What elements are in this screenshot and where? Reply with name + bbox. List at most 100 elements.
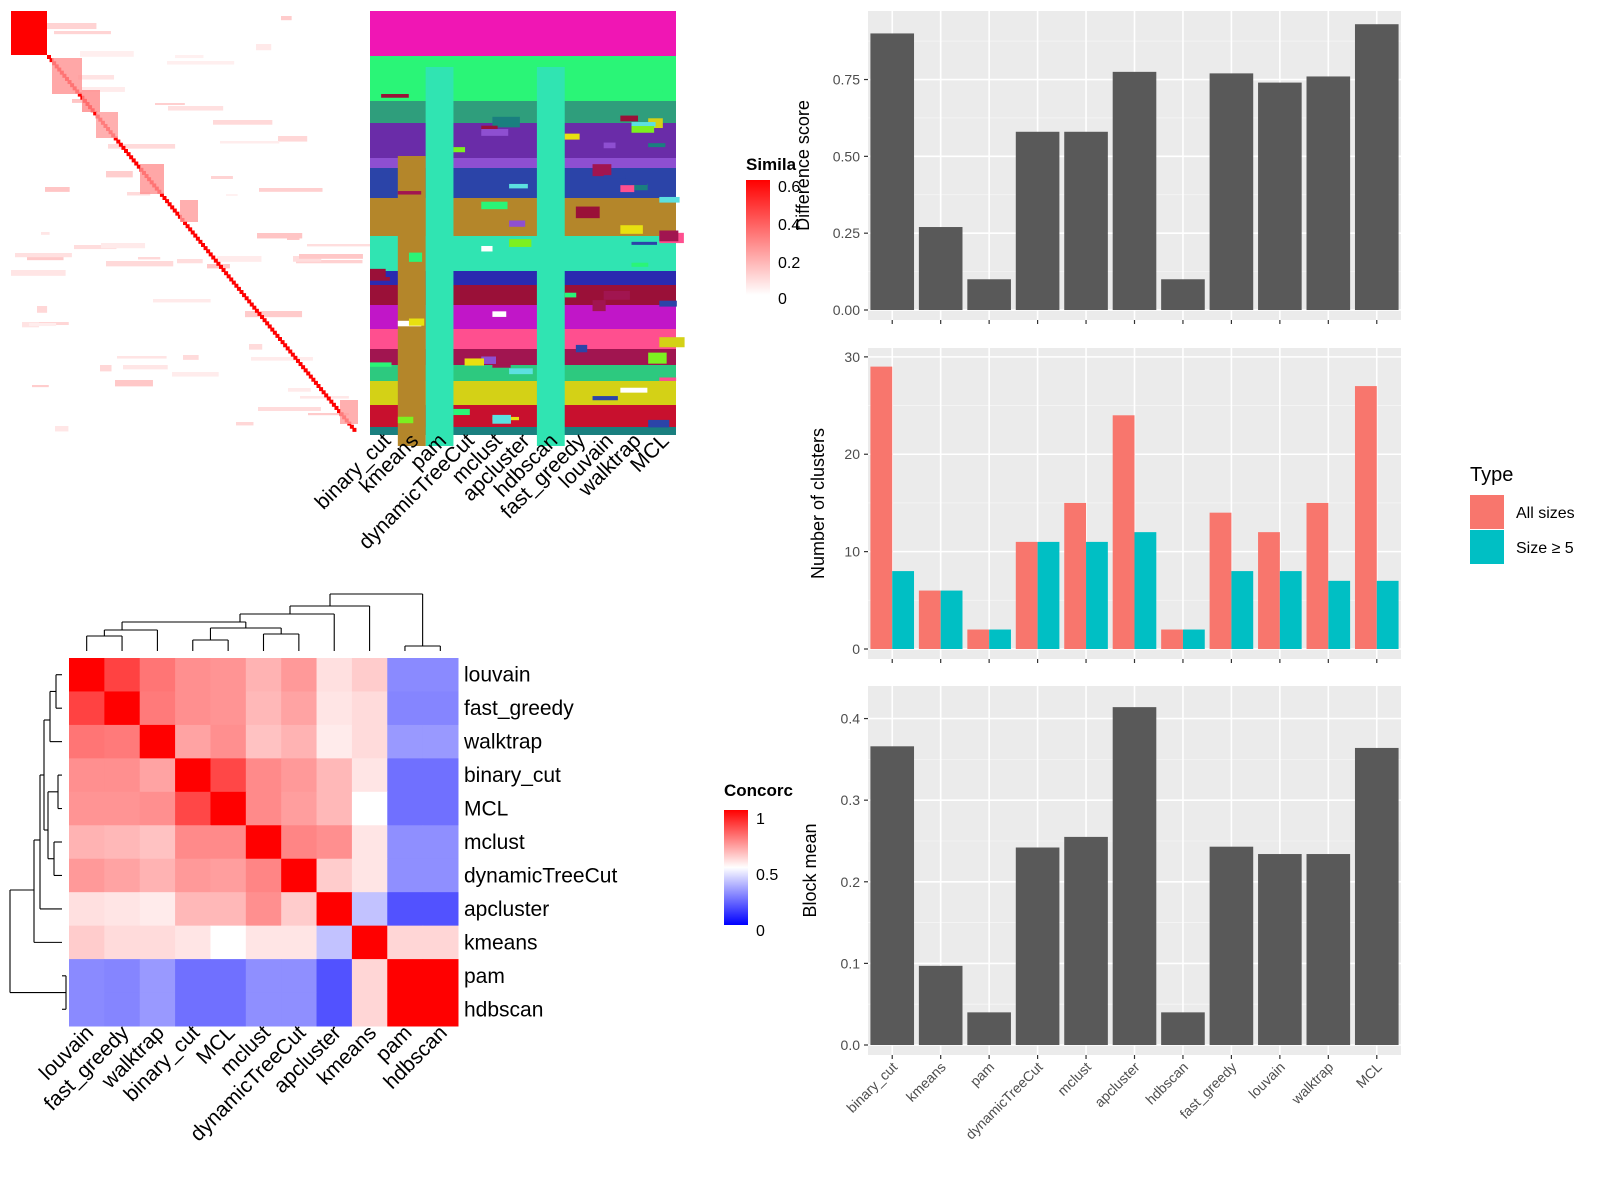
similarity-heatmap [11,11,374,432]
bar-all-sizes [918,590,941,649]
similarity-diagonal-cell [301,365,306,370]
bar-size-5 [1134,532,1157,649]
concordance-cell [69,892,105,927]
similarity-cell [299,254,363,259]
membership-cell [648,352,667,364]
similarity-cell [307,244,374,247]
concordance-cell [351,892,388,927]
similarity-tick-2: 0.2 [778,255,800,272]
similarity-diagonal-cell [116,139,121,144]
similarity-cell [155,103,185,106]
similarity-diagonal-cell [113,136,118,141]
concordance-cell [351,959,388,994]
concordance-cell [281,892,318,927]
concordance-cell [104,691,141,726]
similarity-diagonal-cell [252,305,257,310]
concordance-cell [69,758,105,793]
similarity-diagonal-cell [213,258,218,263]
similarity-diagonal-cell [239,290,244,294]
concordance-cell [210,858,247,893]
similarity-cell [80,51,134,57]
concordance-cell [422,691,459,726]
bar [1161,1012,1205,1045]
concordance-cell [351,925,388,960]
concordance-row-label: hdbscan [464,998,543,1021]
similarity-diagonal-cell [134,161,139,166]
membership-cell [659,300,677,307]
similarity-diagonal-cell [203,246,208,251]
bar-all-sizes [1306,502,1329,649]
similarity-cell [78,75,115,80]
similarity-cell [288,388,311,392]
similarity-cell [226,194,238,197]
concordance-cell [281,959,318,994]
similarity-diagonal-cell [129,155,134,160]
similarity-diagonal-cell [211,255,216,260]
similarity-diagonal-cell [275,333,280,338]
concordance-cell [245,758,282,793]
membership-cell [592,300,606,312]
concordance-cell [387,858,424,893]
concordance-cell [245,724,282,759]
similarity-diagonal-cell [306,371,311,376]
bar [1015,131,1060,310]
bar [1112,71,1157,310]
similarity-cell [249,344,263,350]
similarity-cell [100,365,112,372]
membership-cell [564,292,577,298]
membership-cell [564,133,580,140]
similarity-cell [29,323,57,327]
similarity-cell [183,355,199,360]
concordance-colorbar [724,810,748,925]
x-tick-label: pam [967,1059,998,1090]
membership-cell [592,164,612,177]
similarity-diagonal-cell [185,224,190,229]
similarity-legend-title: Simila [746,155,797,174]
y-tick-label: 0.75 [833,72,860,88]
concordance-cell [139,858,176,893]
concordance-cell [175,892,211,927]
concordance-cell [210,925,247,960]
concordance-cell [104,758,141,793]
concordance-cell [281,992,318,1027]
similarity-tick-0: 0.6 [778,179,800,196]
concordance-cell [245,925,282,960]
concordance-cell [175,959,211,994]
membership-cell [453,147,466,153]
similarity-diagonal-cell [319,387,324,392]
bar-size-5 [1376,580,1399,649]
bar-size-5 [1328,580,1351,649]
similarity-diagonal-cell [167,202,172,207]
similarity-cell [167,61,235,65]
similarity-diagonal-cell [331,402,336,407]
concordance-cell [69,825,105,860]
similarity-diagonal-cell [121,145,126,150]
type-legend-title: Type [1470,464,1513,486]
membership-cell [492,116,520,128]
similarity-diagonal-cell [329,399,334,404]
similarity-cell [211,176,233,179]
row-dendrogram [9,674,67,1010]
similarity-diagonal-cell [288,349,293,354]
similarity-block [82,90,100,112]
bar-all-sizes [1354,386,1377,649]
bar-size-5 [1279,571,1302,649]
similarity-cell [27,256,64,261]
bar-all-sizes [1064,502,1087,649]
similarity-diagonal-cell [124,149,128,153]
similarity-cell [117,356,167,359]
similarity-block [11,11,47,55]
concordance-cell [175,825,211,860]
concordance-cell [387,959,424,994]
concordance-cell [351,724,388,759]
concordance-cell [351,992,388,1027]
similarity-cell [11,270,66,276]
membership-cell [659,230,679,242]
similarity-diagonal-cell [177,214,182,219]
y-tick-label: 0.0 [841,1037,861,1053]
similarity-diagonal-cell [162,196,167,200]
concordance-row-label: walktrap [463,731,542,754]
membership-cell [575,206,600,219]
membership-cell [492,311,507,317]
similarity-diagonal-cell [295,358,300,363]
